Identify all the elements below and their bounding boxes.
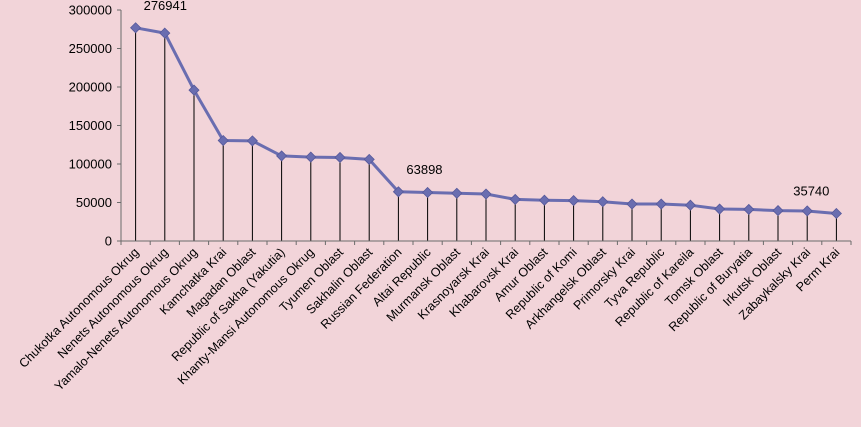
- data-point: [392, 186, 404, 198]
- data-point: [626, 198, 638, 210]
- data-point: [568, 195, 580, 207]
- x-category-label: Chukotka Autonomous Okrug: [16, 245, 141, 370]
- y-tick-label: 50000: [76, 195, 112, 210]
- data-point: [334, 151, 346, 164]
- y-tick-label: 200000: [69, 80, 112, 95]
- data-point: [655, 198, 667, 210]
- data-point: [159, 27, 171, 39]
- data-label: 276941: [144, 0, 187, 13]
- data-point: [538, 194, 550, 206]
- drop-lines: [135, 27, 837, 241]
- data-point: [422, 186, 434, 199]
- series-line-path: [135, 26, 837, 215]
- data-point: [509, 193, 521, 205]
- data-point: [801, 205, 813, 217]
- data-point: [451, 187, 463, 199]
- data-point: [743, 203, 755, 215]
- y-tick-label: 300000: [69, 3, 112, 18]
- data-point: [363, 153, 375, 165]
- data-point: [772, 205, 784, 217]
- data-point: [188, 84, 200, 96]
- y-tick-label: 250000: [69, 41, 112, 56]
- data-label: 35740: [793, 183, 829, 198]
- series-markers: [130, 22, 842, 220]
- data-point: [830, 207, 842, 220]
- y-tick-label: 0: [105, 234, 112, 249]
- data-point: [246, 135, 258, 147]
- y-tick-label: 100000: [69, 157, 112, 172]
- data-labels: 276941 63898 35740: [144, 0, 830, 198]
- data-point: [130, 22, 142, 34]
- data-point: [714, 203, 726, 215]
- data-label: 63898: [406, 162, 442, 177]
- data-point: [684, 199, 696, 211]
- x-category-label: Nenets Autonomous Okrug: [55, 245, 171, 361]
- series-line: [135, 26, 837, 215]
- data-point: [305, 151, 317, 163]
- data-point: [276, 150, 288, 162]
- data-point: [480, 188, 492, 200]
- y-axis: 0 50000 100000 150000 200000 250000 300000: [69, 3, 122, 249]
- data-point: [217, 134, 229, 147]
- y-tick-label: 150000: [69, 118, 112, 133]
- data-point: [597, 196, 609, 208]
